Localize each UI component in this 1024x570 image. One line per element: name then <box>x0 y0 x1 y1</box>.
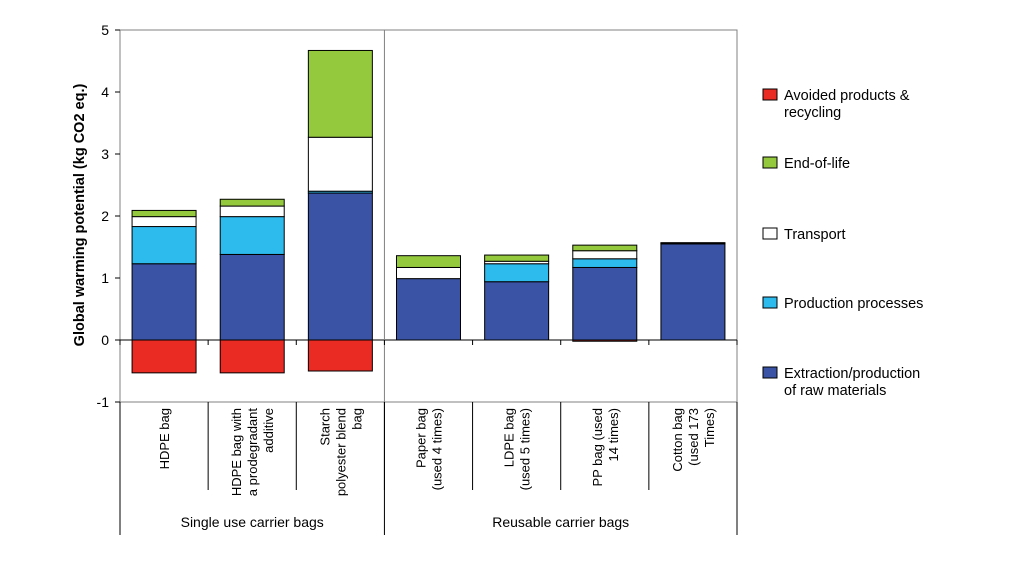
x-tick-label: Starch polyester blend bag <box>317 408 364 496</box>
x-tick-label-line: (used 4 times) <box>430 408 445 490</box>
legend-label: Extraction/production <box>784 366 920 382</box>
category-labels: HDPE bag HDPE bag with a prodegradant addit… <box>157 408 717 530</box>
y-tick-label: 2 <box>101 208 109 224</box>
bar-segment <box>396 266 461 280</box>
group-label: Reusable carrier bags <box>492 514 629 530</box>
legend-swatch <box>762 156 778 169</box>
bar-segment <box>484 263 550 283</box>
bar-segment <box>572 258 638 268</box>
x-tick-label-line: Paper bag <box>414 408 429 468</box>
plot-area <box>119 29 738 403</box>
y-tick-label: -1 <box>97 394 110 410</box>
bar-segment <box>484 254 550 262</box>
x-tick-label-line: Cotton bag <box>670 408 685 472</box>
legend-label: recycling <box>784 105 841 121</box>
x-tick-label-line: (used 173 <box>686 408 701 466</box>
legend-label: Transport <box>784 227 846 243</box>
bar-segment <box>572 250 638 260</box>
x-tick-label: HDPE bag with a prodegradant additive <box>229 408 276 497</box>
legend-swatch <box>762 227 778 240</box>
bars <box>131 49 726 374</box>
x-tick-label-line: PP bag (used <box>590 408 605 487</box>
x-tick-label-line: HDPE bag with <box>229 408 244 496</box>
y-tick-label: 3 <box>101 146 109 162</box>
bar-segment <box>396 278 461 341</box>
x-tick-label-line: a prodegradant <box>245 408 260 497</box>
legend-label: of raw materials <box>784 383 886 399</box>
legend-label: Avoided products & <box>784 88 910 104</box>
x-tick-label-line: HDPE bag <box>157 408 172 469</box>
x-tick-label: Paper bag (used 4 times) <box>414 408 445 490</box>
x-tick-label-line: 14 times) <box>606 408 621 461</box>
legend: Avoided products &recycling End-of-life Tr… <box>762 88 923 399</box>
bar-segment <box>307 49 373 138</box>
bar-segment <box>572 244 638 252</box>
x-tick-label-line: additive <box>261 408 276 453</box>
bar-segment <box>572 266 638 341</box>
y-tick-label: 0 <box>101 332 109 348</box>
x-tick-label-line: bag <box>349 408 364 430</box>
x-tick-label-line: LDPE bag <box>502 408 517 467</box>
y-tick-label: 4 <box>101 84 109 100</box>
bar-segment <box>131 216 197 228</box>
x-tick-label-line: polyester blend <box>333 408 348 496</box>
bar-segment <box>219 198 285 207</box>
bar-segment <box>660 242 726 244</box>
bar-segment <box>131 263 197 341</box>
x-tick-label: HDPE bag <box>157 408 172 469</box>
bar-segment <box>219 205 285 218</box>
legend-swatch <box>762 88 778 101</box>
bar-segment <box>219 339 285 374</box>
bar-segment <box>131 226 197 265</box>
x-tick-label: PP bag (used 14 times) <box>590 408 621 487</box>
y-tick-label: 1 <box>101 270 109 286</box>
bar-segment <box>572 339 638 342</box>
y-axis-title: Global warming potential (kg CO2 eq.) <box>72 84 88 347</box>
bar-segment <box>484 281 550 341</box>
legend-label: End-of-life <box>784 156 850 172</box>
bar-segment <box>131 209 197 218</box>
group-label: Single use carrier bags <box>181 514 324 530</box>
bar-segment <box>219 216 285 255</box>
x-tick-label: LDPE bag (used 5 times) <box>502 408 533 490</box>
legend-swatch <box>762 296 778 309</box>
legend-swatch <box>762 366 778 379</box>
x-tick-label-line: (used 5 times) <box>518 408 533 490</box>
y-tick-label: 5 <box>101 22 109 38</box>
bar-segment <box>307 192 373 341</box>
bar-segment <box>219 253 285 341</box>
x-tick-label-line: Times) <box>702 408 717 447</box>
bar-segment <box>307 136 373 192</box>
bar-segment <box>131 339 197 374</box>
bar-segment <box>396 255 461 268</box>
bar-segment <box>660 243 726 341</box>
bar-segment <box>307 339 373 372</box>
x-tick-label-line: Starch <box>317 408 332 446</box>
legend-label: Production processes <box>784 296 923 312</box>
x-tick-label: Cotton bag (used 173 Times) <box>670 408 717 472</box>
